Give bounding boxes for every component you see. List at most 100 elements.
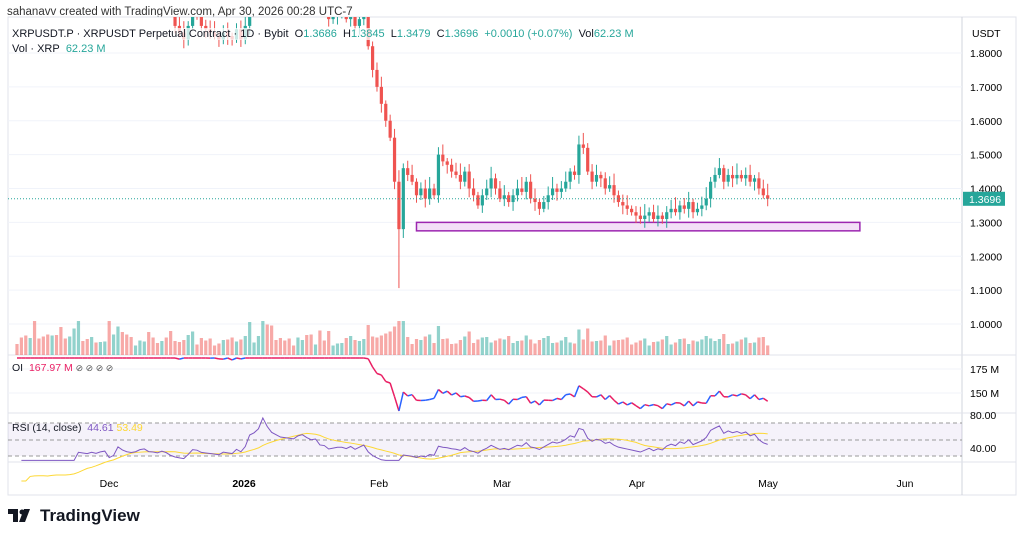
candle [766,195,770,199]
volume-bar [283,340,287,355]
volume-bar [243,336,247,355]
candle [471,188,476,196]
oi-line-segment [657,405,663,410]
volume-bar [476,339,480,355]
volume-bar [568,342,572,355]
candle [660,215,664,219]
candle [445,161,449,165]
volume-bar [169,331,173,355]
candle [630,208,634,213]
volume-legend[interactable]: Vol · XRP 62.23 M [12,43,106,55]
volume-bar [428,334,432,355]
volume-bar [98,342,103,355]
volume-value: 62.23 M [65,43,106,55]
volume-bar [379,335,383,355]
volume-bar [212,345,217,355]
candle [493,178,498,189]
volume-bar [410,344,414,355]
candle [621,202,625,206]
volume-bar [107,321,111,355]
oi-label: OI [12,362,24,374]
rsi-legend[interactable]: RSI (14, close) 44.61 53.49 [12,422,143,434]
candle [248,17,252,26]
candle [524,181,528,192]
volume-bar [252,342,256,355]
volume-bar [687,344,691,355]
vol-label: Vol [578,28,594,40]
candle [476,195,480,206]
oi-line-segment [389,382,396,397]
oi-line-segment [174,357,180,360]
volume-bar [546,336,550,355]
volume-bar [204,340,208,355]
volume-bar [660,339,664,355]
volume-bar [19,337,23,355]
oi-line-segment [411,394,418,401]
volume-bar [362,339,366,355]
oi-line-segment [367,358,374,368]
candle [695,208,700,213]
oi-legend[interactable]: OI 167.97 M ⊘ ⊘ ⊘ ⊘ [12,362,113,374]
hidden-series-icons[interactable]: ⊘ ⊘ ⊘ ⊘ [75,363,114,373]
oi-line-segment [727,394,733,398]
time-tick: May [758,478,779,490]
symbol-title[interactable]: XRPUSDT.P · XRPUSDT Perpetual Contract ·… [12,28,289,40]
candle [643,215,647,219]
volume-bar [726,344,730,355]
candle [467,171,471,189]
candle [397,181,401,230]
volume-bar [406,337,410,355]
volume-bar [441,339,445,355]
oi-line-segment [639,404,646,410]
tradingview-logo[interactable]: TradingView [8,506,140,526]
volume-bar [722,334,726,355]
volume-bar [700,339,704,355]
volume-bar [761,337,765,355]
volume-bar [713,341,717,355]
oi-line-segment [425,398,430,401]
candle [722,168,726,182]
volume-bar [265,324,269,355]
candle [336,12,339,15]
candle [687,202,691,209]
oi-line-segment [635,405,641,410]
candle [533,198,537,203]
low-value: 1.3479 [396,28,431,40]
oi-line-segment [429,397,435,401]
candle [379,86,383,104]
candle [586,147,590,172]
oi-line-segment [525,396,532,404]
oi-line-segment [380,374,387,382]
volume-bar [199,338,203,355]
oi-line-segment [609,395,615,401]
oi-line-segment [433,389,440,399]
oi-line-segment [552,397,558,402]
volume-bar [669,344,673,355]
volume-bar [454,343,458,355]
oi-line-segment [376,372,382,376]
oi-line-segment [582,388,589,393]
volume-bar [744,337,748,355]
volume-bar [550,343,555,355]
symbol-legend: XRPUSDT.P · XRPUSDT Perpetual Contract ·… [12,28,634,40]
volume-bar [485,337,489,355]
candle [568,171,572,182]
volume-bar [195,344,199,355]
volume-bar [344,338,348,355]
support-zone-rectangle[interactable] [415,221,861,232]
volume-bar [313,344,318,355]
oi-line-segment [503,399,510,405]
candle [761,188,765,196]
oi-line-segment [569,393,575,398]
candle [608,185,612,189]
volume-bar [59,327,63,355]
price-unit[interactable]: USDT [972,28,1001,40]
volume-bar [76,321,81,355]
oi-line-segment [705,395,712,404]
volume-bar [665,336,669,355]
volume-bar [248,322,252,355]
volume-bar [608,345,612,355]
candle [441,154,445,162]
oi-line-segment [517,396,523,401]
